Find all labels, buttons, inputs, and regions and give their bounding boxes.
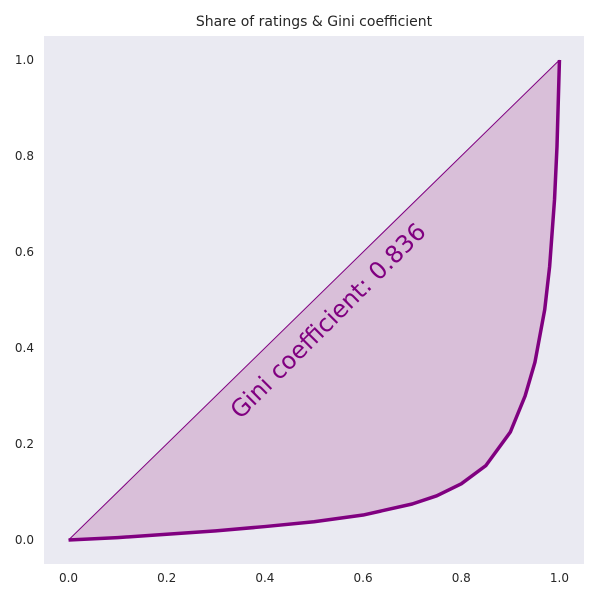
equality-line — [68, 59, 560, 541]
y-tick-label: 0.2 — [15, 437, 34, 451]
lorenz-curve — [68, 59, 562, 542]
x-tick-label: 0.2 — [157, 571, 176, 585]
x-tick-label: 0.6 — [354, 571, 373, 585]
y-tick-label: 0.4 — [15, 341, 34, 355]
x-tick-label: 1.0 — [550, 571, 569, 585]
y-axis-ticks: 0.0 0.2 0.4 0.6 0.8 1.0 — [15, 53, 34, 547]
x-tick-label: 0.4 — [255, 571, 274, 585]
x-tick-label: 0.8 — [452, 571, 471, 585]
y-tick-label: 0.8 — [15, 149, 34, 163]
chart-title: Share of ratings & Gini coefficient — [196, 14, 433, 30]
x-tick-label: 0.0 — [59, 571, 78, 585]
x-axis-ticks: 0.0 0.2 0.4 0.6 0.8 1.0 — [59, 571, 569, 585]
y-tick-label: 0.0 — [15, 533, 34, 547]
y-tick-label: 0.6 — [15, 245, 34, 259]
y-tick-label: 1.0 — [15, 53, 34, 67]
